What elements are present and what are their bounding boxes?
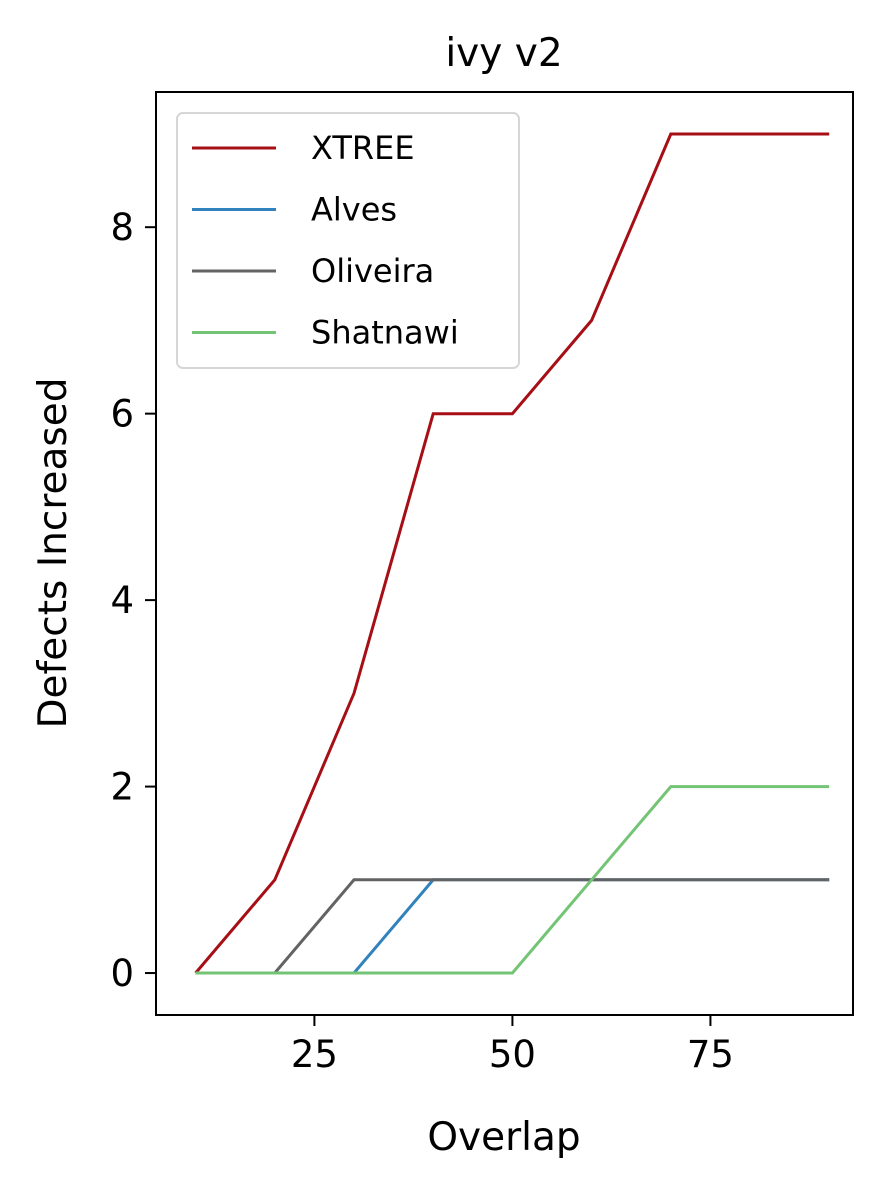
y-tick-label: 8: [110, 206, 134, 249]
y-axis-ticks: 0 2 4 6 8: [110, 206, 156, 995]
legend-label-oliveira: Oliveira: [311, 252, 434, 290]
series-line-shatnawi: [195, 785, 830, 975]
y-tick-label: 0: [110, 952, 134, 995]
series-line-oliveira: [195, 878, 830, 975]
plot-frame: [155, 91, 854, 1016]
y-axis-label: Defects Increased: [31, 378, 76, 729]
y-tick-label: 4: [110, 579, 134, 622]
y-tick-label: 6: [110, 393, 134, 436]
plot-series: [194, 132, 830, 975]
legend: XTREE Alves Oliveira Shatnawi: [176, 112, 520, 369]
chart-title: ivy v2: [445, 31, 562, 76]
legend-box: [176, 112, 520, 369]
x-tick-label: 75: [687, 1033, 734, 1076]
x-tick-label: 50: [489, 1033, 536, 1076]
series-line-xtree: [194, 132, 830, 974]
y-tick-label: 2: [110, 766, 134, 809]
x-tick-label: 25: [291, 1033, 338, 1076]
x-axis-label: Overlap: [427, 1115, 580, 1160]
legend-label-shatnawi: Shatnawi: [311, 314, 459, 352]
series-line-alves: [195, 878, 830, 975]
legend-label-xtree: XTREE: [311, 129, 415, 167]
x-axis-ticks: 25 50 75: [291, 1015, 734, 1076]
legend-label-alves: Alves: [311, 191, 397, 229]
